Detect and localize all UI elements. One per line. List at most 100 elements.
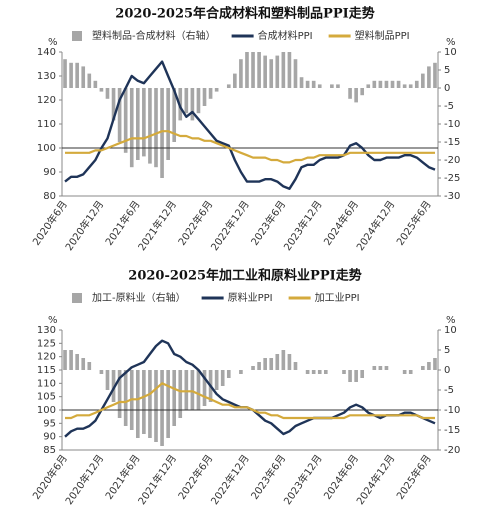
x-tick-label: 2023年6月 — [248, 198, 288, 248]
bar — [93, 80, 98, 88]
bar — [99, 88, 104, 92]
bar — [433, 62, 437, 88]
bar — [129, 88, 134, 168]
legend-label: 加工业PPI — [315, 292, 360, 304]
bar — [269, 59, 274, 88]
bar — [111, 370, 116, 402]
bar — [75, 62, 79, 88]
y2-tick-label: -15 — [444, 137, 460, 148]
bar — [75, 354, 79, 370]
bar — [81, 358, 86, 370]
bar — [105, 370, 110, 390]
bar — [372, 80, 377, 88]
bar — [190, 88, 195, 121]
bar — [305, 370, 310, 374]
bar — [348, 88, 352, 99]
bar — [281, 52, 286, 88]
bar — [293, 59, 298, 88]
x-tick-label: 2024年6月 — [321, 198, 361, 248]
bar — [287, 52, 292, 88]
bar — [336, 84, 340, 88]
bar — [148, 370, 152, 438]
bar — [166, 370, 170, 438]
bar — [378, 80, 383, 88]
x-tick-label: 2023年6月 — [248, 452, 288, 502]
bar — [111, 88, 116, 121]
y2-tick-label: -20 — [444, 155, 460, 166]
bar — [196, 370, 201, 410]
bar — [384, 80, 389, 88]
y-tick-label: 140 — [37, 47, 56, 58]
bar — [305, 80, 310, 88]
y2-tick-label: -5 — [444, 101, 454, 112]
bar — [172, 370, 177, 426]
line — [64, 60, 436, 190]
y-tick-label: 100 — [37, 405, 56, 416]
bar — [311, 370, 316, 374]
legend-swatch — [72, 293, 82, 303]
line — [65, 130, 435, 164]
line — [65, 382, 435, 420]
y-tick-label: 100 — [37, 143, 56, 154]
bar — [154, 88, 158, 168]
y-tick-label: 120 — [37, 95, 56, 106]
bar — [348, 370, 352, 382]
y-unit: % — [48, 315, 58, 326]
bar — [184, 88, 189, 114]
bar — [311, 80, 316, 88]
y2-tick-label: 5 — [444, 65, 450, 76]
y2-tick-label: -25 — [444, 173, 460, 184]
y-tick-label: 110 — [37, 378, 56, 389]
bar — [160, 88, 164, 178]
bar — [251, 366, 255, 370]
bar — [269, 358, 274, 370]
bar — [299, 77, 304, 88]
y-tick-label: 130 — [37, 71, 56, 82]
bar — [251, 52, 255, 88]
bar — [360, 370, 365, 378]
bar — [226, 370, 231, 378]
y-tick-label: 110 — [37, 119, 56, 130]
bar — [148, 88, 152, 164]
bar — [245, 52, 249, 88]
x-tick-label: 2020年6月 — [30, 198, 70, 248]
bar — [172, 88, 177, 142]
bar — [366, 84, 371, 88]
y-tick-label: 95 — [43, 418, 56, 429]
y2-tick-label: 0 — [444, 83, 450, 94]
bar — [354, 88, 358, 103]
bar — [117, 88, 122, 142]
bar — [275, 55, 280, 88]
bar — [323, 370, 328, 374]
x-tick-label: 2025年6月 — [393, 198, 433, 248]
bar — [408, 370, 413, 374]
bar — [142, 88, 146, 157]
bar — [81, 66, 86, 88]
bar — [342, 370, 346, 374]
bar — [402, 370, 407, 374]
bar — [396, 80, 401, 88]
legend-label: 塑料制品PPI — [355, 29, 410, 42]
bar — [233, 73, 237, 88]
y2-tick-label: -30 — [444, 191, 460, 202]
bar — [190, 370, 195, 410]
y2-unit: % — [446, 315, 456, 326]
y-tick-label: 115 — [37, 365, 56, 376]
chart-title: 2020-2025年合成材料和塑料制品PPI走势 — [115, 6, 374, 22]
legend-label: 塑料制品-合成材料（右轴） — [92, 29, 216, 42]
bar — [123, 370, 128, 426]
y2-tick-label: 10 — [444, 325, 457, 336]
bar — [63, 59, 67, 88]
legend-swatch — [72, 31, 82, 41]
bar — [123, 88, 128, 153]
bar — [293, 362, 298, 370]
bar — [154, 370, 158, 442]
bar — [427, 66, 431, 88]
y2-tick-label: 10 — [444, 47, 457, 58]
y2-unit: % — [446, 37, 456, 48]
chart-title: 2020-2025年加工业和原料业PPI走势 — [128, 268, 361, 284]
bar — [257, 52, 261, 88]
bar — [390, 80, 395, 88]
bar — [160, 370, 164, 446]
bar — [63, 350, 67, 370]
